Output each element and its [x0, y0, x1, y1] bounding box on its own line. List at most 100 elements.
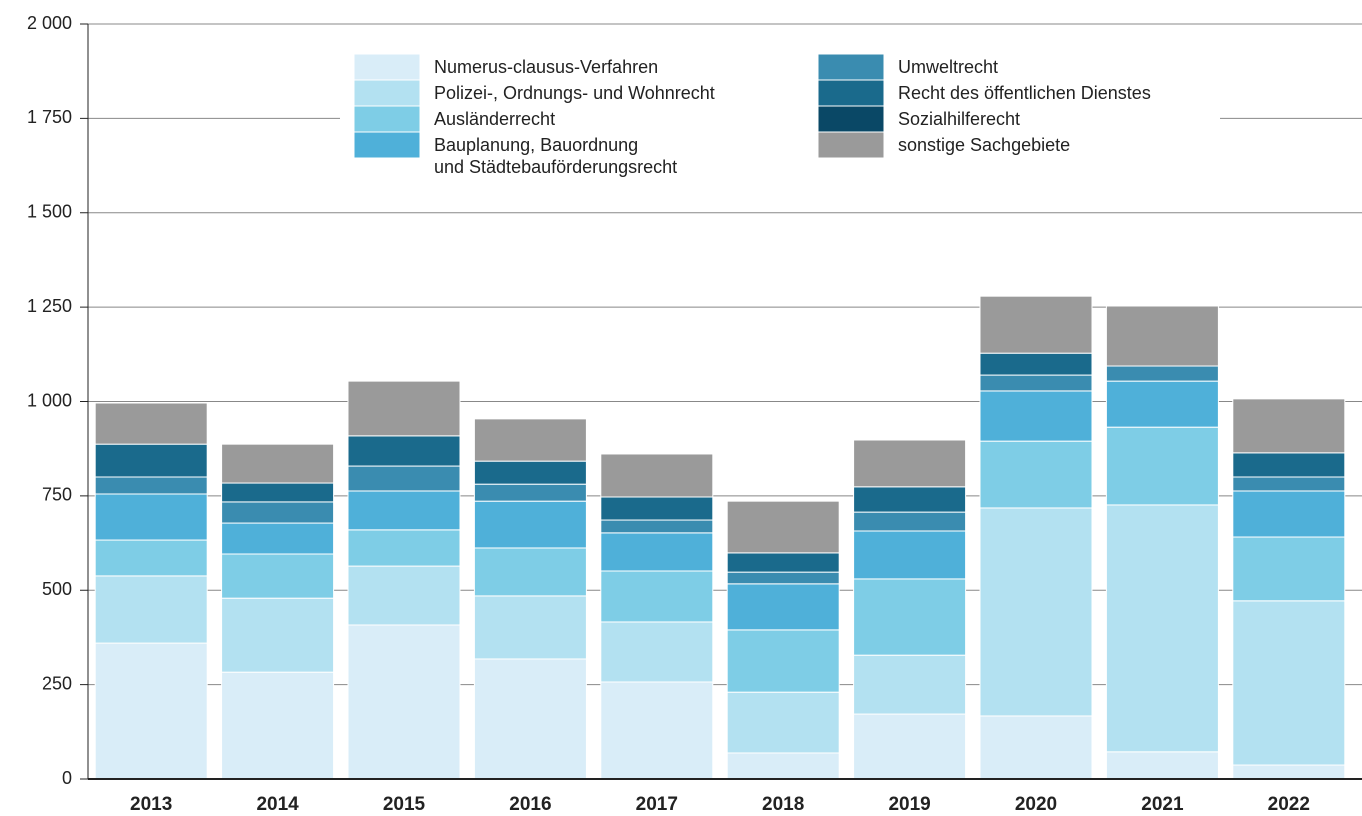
y-tick-label: 0	[62, 768, 72, 788]
bar-segment	[726, 571, 840, 585]
bar-segment	[979, 715, 1093, 780]
bar-segment	[473, 547, 587, 597]
bar-segment	[347, 624, 461, 780]
y-tick-label: 1 000	[27, 390, 72, 410]
y-tick-label: 500	[42, 579, 72, 599]
x-tick-label: 2022	[1268, 794, 1310, 815]
x-tick-label: 2019	[888, 794, 930, 815]
legend-label: Polizei-, Ordnungs- und Wohnrecht	[434, 83, 715, 103]
legend-swatch	[353, 131, 421, 159]
bar-segment	[600, 453, 714, 498]
bar-segment	[1232, 398, 1346, 454]
bar-segment	[853, 530, 967, 580]
bar-segment	[221, 671, 335, 780]
bar-segment	[1105, 426, 1219, 506]
bar-segment	[853, 713, 967, 780]
legend-label: sonstige Sachgebiete	[898, 135, 1070, 155]
bar-segment	[979, 507, 1093, 717]
legend-label: Umweltrecht	[898, 57, 998, 77]
bar-segment	[347, 380, 461, 437]
bar-segment	[726, 691, 840, 754]
bar-segment	[979, 390, 1093, 442]
bar-segment	[221, 501, 335, 524]
bar-segment	[473, 500, 587, 549]
y-tick-label: 2 000	[27, 13, 72, 33]
bar-segment	[221, 522, 335, 555]
bar-segment	[94, 642, 208, 780]
bar-segment	[979, 352, 1093, 376]
bar-segment	[979, 374, 1093, 392]
bar-segment	[1232, 490, 1346, 538]
legend-label: Numerus-clausus-Verfahren	[434, 57, 658, 77]
bar-segment	[600, 621, 714, 683]
bar-segment	[726, 583, 840, 631]
bar-segment	[347, 490, 461, 531]
legend-swatch	[353, 79, 421, 107]
bar-segment	[726, 752, 840, 780]
x-tick-label: 2015	[383, 794, 426, 815]
bar-segment	[347, 529, 461, 567]
bar-segment	[853, 654, 967, 715]
bar-segment	[1105, 751, 1219, 780]
bar-segment	[221, 443, 335, 484]
bar-segment	[1232, 536, 1346, 602]
bar-segment	[473, 595, 587, 660]
bar-segment	[1232, 476, 1346, 492]
bar-segment	[221, 482, 335, 503]
legend-label: Recht des öffentlichen Dienstes	[898, 83, 1151, 103]
legend-bg	[340, 40, 1220, 180]
legend-swatch	[817, 53, 885, 81]
bar-segment	[853, 439, 967, 488]
bar-segment	[979, 440, 1093, 509]
legend-swatch	[817, 131, 885, 159]
x-tick-label: 2014	[256, 794, 299, 815]
bar-segment	[221, 553, 335, 599]
bar-segment	[94, 443, 208, 478]
bar-segment	[600, 532, 714, 572]
bar-segment	[600, 519, 714, 534]
x-tick-label: 2013	[130, 794, 172, 815]
bar-segment	[347, 435, 461, 467]
bar-segment	[726, 552, 840, 573]
x-tick-label: 2018	[762, 794, 804, 815]
legend-swatch	[817, 79, 885, 107]
bar-segment	[1105, 365, 1219, 382]
y-tick-label: 750	[42, 485, 72, 505]
bar-segment	[853, 511, 967, 532]
y-tick-label: 1 250	[27, 296, 72, 316]
bar-segment	[94, 476, 208, 495]
x-tick-label: 2021	[1141, 794, 1184, 815]
bar-segment	[853, 486, 967, 513]
bar-segment	[1232, 452, 1346, 478]
x-tick-label: 2016	[509, 794, 551, 815]
legend-swatch	[353, 53, 421, 81]
legend-label: Bauplanung, Bauordnung und Städtebauförde…	[434, 135, 677, 177]
bar-segment	[473, 483, 587, 502]
bar-segment	[221, 597, 335, 673]
y-tick-label: 1 500	[27, 202, 72, 222]
bar-segment	[347, 465, 461, 492]
bar-segment	[347, 565, 461, 626]
bar-segment	[600, 681, 714, 780]
bar-segment	[979, 295, 1093, 354]
bar-segment	[600, 496, 714, 521]
x-tick-label: 2017	[636, 794, 678, 815]
bar-segment	[94, 539, 208, 577]
bar-segment	[726, 500, 840, 554]
bar-segment	[1105, 380, 1219, 428]
y-tick-label: 1 750	[27, 107, 72, 127]
bar-segment	[473, 460, 587, 485]
bar-segment	[94, 493, 208, 541]
bar-segment	[726, 629, 840, 693]
bar-segment	[94, 402, 208, 445]
bar-segment	[1105, 305, 1219, 367]
bar-segment	[1232, 600, 1346, 766]
y-tick-label: 250	[42, 673, 72, 693]
bar-segment	[1232, 764, 1346, 780]
legend-label: Ausländerrecht	[434, 109, 555, 129]
bar-segment	[473, 418, 587, 462]
x-tick-label: 2020	[1015, 794, 1057, 815]
bar-segment	[600, 570, 714, 623]
legend-swatch	[353, 105, 421, 133]
